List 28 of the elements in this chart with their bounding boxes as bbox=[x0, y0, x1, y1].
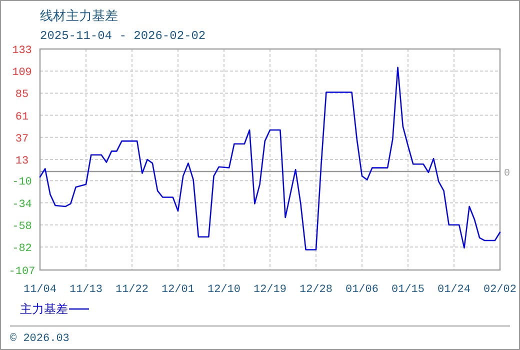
y-tick-label: 85 bbox=[15, 89, 29, 102]
chart-title: 线材主力基差 bbox=[40, 8, 118, 24]
y-tick-label: 133 bbox=[12, 45, 32, 57]
x-tick-label: 11/04 bbox=[23, 284, 57, 296]
chart-subtitle: 2025-11-04 - 2026-02-02 bbox=[40, 29, 206, 43]
y-tick-label: -34 bbox=[12, 198, 32, 211]
y-tick-label: -107 bbox=[8, 266, 36, 278]
y-tick-label: 109 bbox=[12, 67, 32, 80]
text: © 2026.03 bbox=[10, 333, 70, 345]
y-tick-label: -58 bbox=[12, 220, 32, 233]
x-tick-label: 11/22 bbox=[115, 284, 149, 296]
y-tick-label: -82 bbox=[12, 242, 32, 255]
x-tick-label: 01/15 bbox=[391, 284, 425, 296]
x-tick-label: 12/10 bbox=[207, 284, 241, 296]
x-tick-label: 11/13 bbox=[69, 284, 103, 296]
x-tick-label: 01/06 bbox=[345, 284, 379, 296]
x-tick-label: 12/01 bbox=[161, 284, 195, 296]
x-tick-label: 12/28 bbox=[299, 284, 333, 296]
y-tick-label: 37 bbox=[15, 133, 29, 146]
x-tick-label: 12/19 bbox=[253, 284, 287, 296]
legend-label: 主力基差 bbox=[20, 302, 68, 317]
ref-line-label: 0 bbox=[504, 168, 510, 180]
y-tick-label: 61 bbox=[15, 111, 29, 124]
line-series bbox=[39, 66, 501, 250]
y-tick-label: -10 bbox=[12, 176, 32, 189]
x-tick-label: 02/02 bbox=[483, 284, 517, 296]
x-tick-label: 01/24 bbox=[437, 284, 471, 296]
y-tick-label: 13 bbox=[15, 156, 29, 168]
